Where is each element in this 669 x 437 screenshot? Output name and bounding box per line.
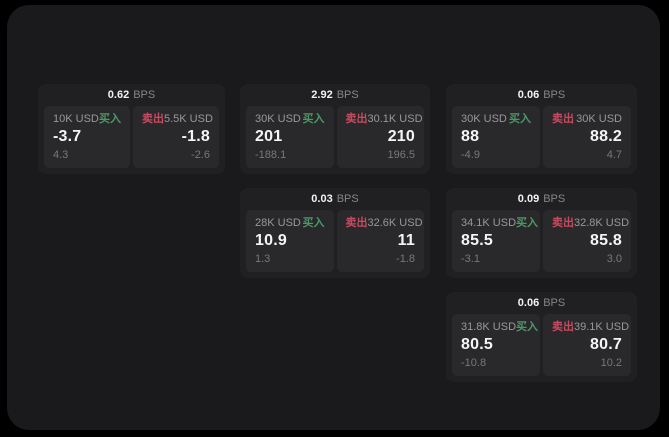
buy-change: -4.9 [461, 148, 480, 161]
buy-change: 1.3 [255, 252, 271, 265]
sell-panel[interactable]: 卖出 30.1K USD 210 196.5 [336, 106, 424, 168]
buy-amount: 30K USD [255, 113, 301, 125]
buy-sell-panels: 28K USD 买入 10.9 1.3 卖出 32.6K USD 11 -1.8 [246, 210, 424, 272]
buy-change: 4.3 [53, 148, 69, 161]
buy-panel[interactable]: 10K USD 买入 -3.7 4.3 [44, 106, 130, 168]
buy-label: 买入 [516, 217, 539, 229]
quote-card-1: 0.62 BPS 10K USD 买入 -3.7 4.3 卖出 5.5K USD… [38, 84, 225, 174]
card-header: 0.06 BPS [452, 292, 631, 314]
sell-change: 10.2 [600, 356, 622, 369]
quote-card-2: 2.92 BPS 30K USD 买入 201 -188.1 卖出 30.1K … [240, 84, 430, 174]
buy-price: 10.9 [255, 232, 287, 250]
card-header: 2.92 BPS [246, 84, 424, 106]
bps-unit-label: BPS [133, 88, 156, 101]
buy-price: 88 [461, 128, 480, 146]
sell-price: 210 [387, 128, 415, 146]
sell-label: 卖出 [552, 113, 574, 125]
sell-label: 卖出 [552, 321, 574, 333]
buy-change: -188.1 [255, 148, 287, 161]
quote-card-5: 0.09 BPS 34.1K USD 买入 85.5 -3.1 卖出 32.8K… [446, 188, 637, 278]
buy-price: -3.7 [53, 128, 82, 146]
sell-panel[interactable]: 卖出 39.1K USD 80.7 10.2 [543, 314, 631, 376]
sell-panel[interactable]: 卖出 30K USD 88.2 4.7 [543, 106, 631, 168]
sell-price: 88.2 [590, 128, 622, 146]
bps-unit-label: BPS [543, 296, 566, 309]
sell-change: -2.6 [191, 148, 210, 161]
sell-amount: 32.6K USD [367, 217, 423, 229]
sell-panel[interactable]: 卖出 32.6K USD 11 -1.8 [336, 210, 424, 272]
buy-label: 买入 [302, 113, 325, 125]
buy-amount: 34.1K USD [461, 217, 517, 229]
quotes-panel: 0.62 BPS 10K USD 买入 -3.7 4.3 卖出 5.5K USD… [7, 5, 660, 430]
buy-amount: 30K USD [461, 113, 507, 125]
buy-price: 80.5 [461, 336, 493, 354]
quote-card-3: 0.06 BPS 30K USD 买入 88 -4.9 卖出 30K USD 8… [446, 84, 637, 174]
sell-amount: 5.5K USD [164, 113, 213, 125]
quote-card-6: 0.06 BPS 31.8K USD 买入 80.5 -10.8 卖出 39.1… [446, 292, 637, 382]
sell-label: 卖出 [345, 217, 368, 229]
quote-card-4: 0.03 BPS 28K USD 买入 10.9 1.3 卖出 32.6K US… [240, 188, 430, 278]
bps-value: 0.06 [517, 88, 540, 101]
buy-sell-panels: 31.8K USD 买入 80.5 -10.8 卖出 39.1K USD 80.… [452, 314, 631, 376]
buy-label: 买入 [99, 113, 121, 125]
card-header: 0.06 BPS [452, 84, 631, 106]
sell-change: 4.7 [606, 148, 622, 161]
buy-price: 85.5 [461, 232, 493, 250]
sell-panel[interactable]: 卖出 5.5K USD -1.8 -2.6 [133, 106, 219, 168]
bps-unit-label: BPS [543, 192, 566, 205]
card-header: 0.09 BPS [452, 188, 631, 210]
buy-panel[interactable]: 31.8K USD 买入 80.5 -10.8 [452, 314, 540, 376]
buy-amount: 31.8K USD [461, 321, 517, 333]
sell-change: -1.8 [396, 252, 415, 265]
sell-label: 卖出 [552, 217, 574, 229]
sell-change: 196.5 [387, 148, 415, 161]
sell-price: -1.8 [181, 128, 210, 146]
buy-panel[interactable]: 30K USD 买入 201 -188.1 [246, 106, 334, 168]
sell-panel[interactable]: 卖出 32.8K USD 85.8 3.0 [543, 210, 631, 272]
buy-price: 201 [255, 128, 283, 146]
sell-price: 80.7 [590, 336, 622, 354]
bps-value: 2.92 [311, 88, 333, 101]
buy-panel[interactable]: 28K USD 买入 10.9 1.3 [246, 210, 334, 272]
bps-value: 0.09 [517, 192, 540, 205]
sell-label: 卖出 [345, 113, 368, 125]
bps-unit-label: BPS [336, 192, 359, 205]
sell-amount: 30K USD [576, 113, 622, 125]
buy-label: 买入 [516, 321, 539, 333]
bps-value: 0.03 [311, 192, 333, 205]
sell-amount: 30.1K USD [367, 113, 423, 125]
sell-price: 85.8 [590, 232, 622, 250]
buy-sell-panels: 30K USD 买入 201 -188.1 卖出 30.1K USD 210 1… [246, 106, 424, 168]
card-header: 0.62 BPS [44, 84, 219, 106]
buy-amount: 28K USD [255, 217, 301, 229]
bps-value: 0.62 [107, 88, 130, 101]
buy-label: 买入 [302, 217, 325, 229]
bps-unit-label: BPS [336, 88, 359, 101]
sell-change: 3.0 [606, 252, 622, 265]
buy-panel[interactable]: 34.1K USD 买入 85.5 -3.1 [452, 210, 540, 272]
sell-amount: 32.8K USD [574, 217, 630, 229]
buy-sell-panels: 30K USD 买入 88 -4.9 卖出 30K USD 88.2 4.7 [452, 106, 631, 168]
card-header: 0.03 BPS [246, 188, 424, 210]
buy-change: -10.8 [461, 356, 487, 369]
bps-unit-label: BPS [543, 88, 566, 101]
sell-price: 11 [397, 232, 415, 250]
buy-sell-panels: 10K USD 买入 -3.7 4.3 卖出 5.5K USD -1.8 -2.… [44, 106, 219, 168]
buy-change: -3.1 [461, 252, 480, 265]
buy-label: 买入 [509, 113, 531, 125]
bps-value: 0.06 [517, 296, 540, 309]
buy-amount: 10K USD [53, 113, 99, 125]
buy-panel[interactable]: 30K USD 买入 88 -4.9 [452, 106, 540, 168]
buy-sell-panels: 34.1K USD 买入 85.5 -3.1 卖出 32.8K USD 85.8… [452, 210, 631, 272]
sell-label: 卖出 [142, 113, 164, 125]
sell-amount: 39.1K USD [574, 321, 630, 333]
